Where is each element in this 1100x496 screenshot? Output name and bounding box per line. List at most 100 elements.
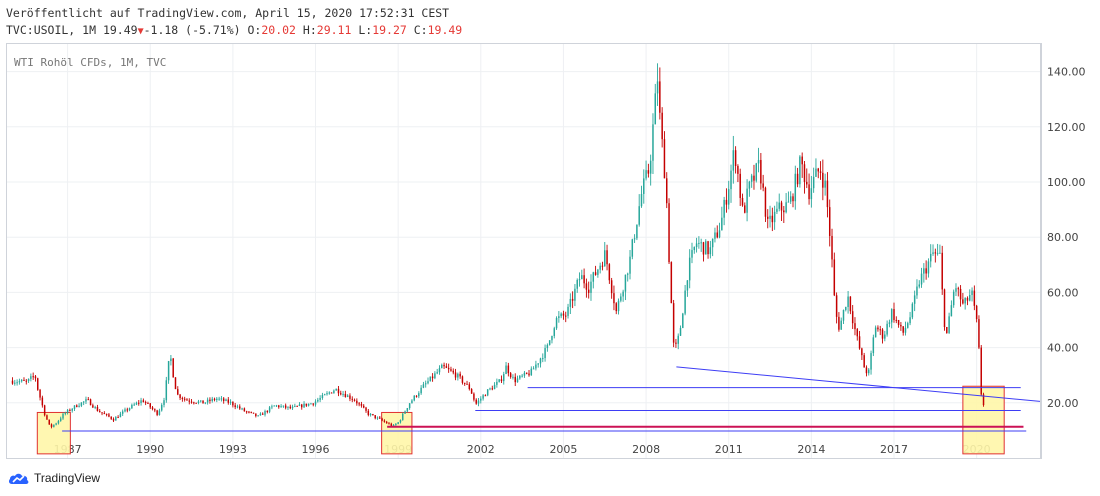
- candle-body: [463, 382, 466, 384]
- candle-body: [682, 313, 684, 328]
- candle-body: [530, 368, 533, 376]
- candle-body: [904, 327, 907, 333]
- candle-body: [691, 250, 693, 258]
- candle-body: [27, 378, 30, 382]
- candle-body: [236, 406, 239, 408]
- candle-body: [923, 268, 925, 274]
- candle-body: [890, 309, 893, 323]
- candle-body: [406, 408, 409, 412]
- tradingview-logo[interactable]: TradingView: [8, 469, 100, 487]
- candle-body: [585, 283, 588, 290]
- candle-body: [482, 395, 484, 399]
- candle-body: [395, 423, 397, 425]
- candle-body: [165, 380, 168, 401]
- candle-body: [252, 412, 255, 414]
- y-tick-label: 120.00: [1047, 121, 1086, 134]
- candle-body: [578, 279, 581, 281]
- candle-body: [484, 395, 487, 397]
- candle-body: [493, 384, 496, 390]
- candle-body: [693, 247, 696, 251]
- candle-body: [803, 164, 806, 182]
- candle-body: [542, 358, 544, 360]
- candle-body: [819, 171, 822, 173]
- candle-body: [305, 403, 308, 406]
- candle-body: [732, 150, 735, 171]
- chart-pane[interactable]: [6, 43, 1041, 459]
- candle-body: [498, 379, 500, 382]
- candle-body: [806, 181, 808, 185]
- candle-body: [587, 289, 590, 293]
- candle-body: [408, 403, 411, 409]
- candle-body: [817, 168, 819, 172]
- candle-body: [330, 392, 333, 394]
- candle-body: [787, 201, 790, 203]
- candle-body: [640, 193, 643, 207]
- candle-body: [948, 316, 950, 333]
- candle-body: [71, 408, 73, 411]
- x-tick-label: 2005: [549, 443, 577, 456]
- candle-body: [934, 252, 937, 254]
- candle-body: [41, 397, 44, 406]
- candle-body: [695, 243, 698, 248]
- candle-body: [204, 402, 207, 404]
- candle-body: [828, 207, 831, 236]
- candle-body: [447, 367, 450, 370]
- candle-body: [340, 393, 342, 395]
- candle-body: [606, 250, 608, 265]
- candle-body: [858, 336, 861, 349]
- candle-body: [711, 238, 714, 248]
- candle-body: [477, 400, 480, 404]
- candle-body: [356, 400, 358, 404]
- candle-body: [211, 398, 213, 401]
- candle-body: [307, 403, 310, 406]
- candle-body: [158, 410, 161, 415]
- candle-body: [835, 295, 838, 317]
- publish-text: Veröffentlicht auf TradingView.com, Apri…: [6, 6, 450, 20]
- candle-body: [170, 358, 172, 362]
- candle-body: [73, 405, 76, 409]
- candle-body: [133, 404, 135, 406]
- candle-body: [25, 380, 28, 382]
- x-tick-label: 1993: [219, 443, 247, 456]
- candle-body: [794, 173, 797, 202]
- x-tick-label: 2017: [880, 443, 908, 456]
- candle-body: [177, 389, 179, 395]
- candle-body: [287, 406, 289, 408]
- candle-body: [390, 423, 393, 426]
- candle-body: [946, 327, 948, 333]
- candle-body: [78, 405, 80, 407]
- candle-body: [326, 393, 328, 395]
- candle-body: [257, 415, 259, 417]
- candle-body: [783, 210, 785, 213]
- candle-body: [978, 319, 980, 348]
- candle-body: [702, 242, 705, 255]
- candle-body: [645, 170, 647, 179]
- candle-body: [796, 173, 799, 185]
- candle-body: [48, 419, 50, 425]
- candle-body: [413, 395, 415, 401]
- candle-body: [969, 295, 971, 301]
- candle-body: [112, 418, 115, 421]
- candle-body: [929, 253, 932, 262]
- candle-body: [617, 300, 620, 312]
- candle-body: [76, 405, 78, 407]
- candle-body: [87, 399, 90, 401]
- candle-body: [647, 170, 650, 174]
- candle-body: [622, 291, 624, 297]
- candle-body: [943, 289, 946, 328]
- candle-body: [528, 373, 530, 376]
- candle-body: [289, 406, 292, 409]
- candle-body: [369, 414, 372, 416]
- candle-body: [115, 417, 117, 421]
- candle-body: [144, 402, 147, 404]
- candle-body: [654, 93, 657, 125]
- candle-body: [362, 405, 365, 408]
- candle-body: [379, 417, 381, 419]
- candle-body: [23, 379, 25, 381]
- x-tick-label: 1996: [302, 443, 330, 456]
- candle-body: [470, 389, 473, 394]
- candle-body: [119, 413, 122, 418]
- candle-body: [626, 273, 629, 275]
- candle-body: [14, 382, 16, 384]
